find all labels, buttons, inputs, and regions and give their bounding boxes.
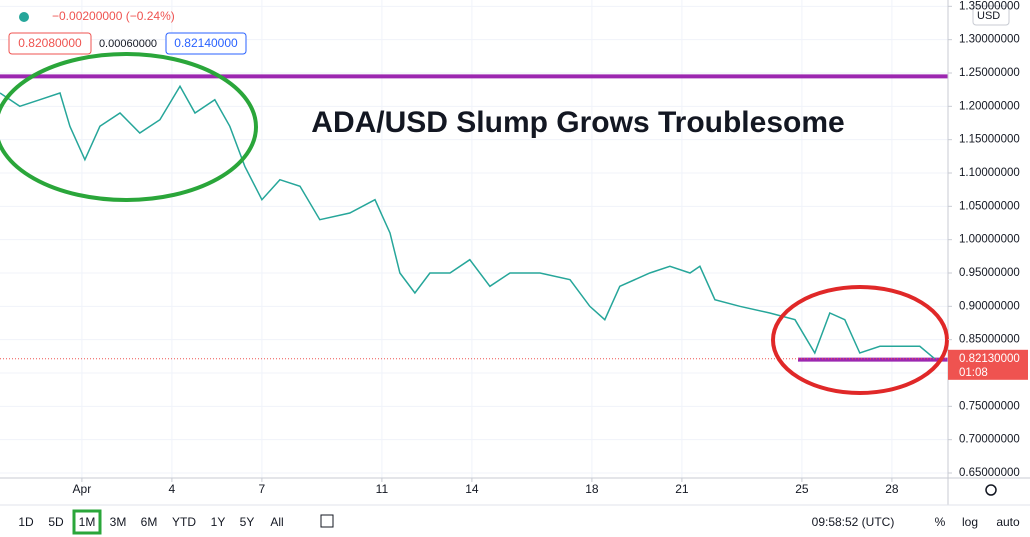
- scale-option[interactable]: %: [935, 515, 946, 529]
- chart-title: ADA/USD Slump Grows Troublesome: [311, 106, 844, 139]
- x-tick-label: Apr: [73, 482, 92, 496]
- range-button[interactable]: 5Y: [240, 515, 255, 529]
- y-tick-label: 0.95000000: [959, 267, 1020, 279]
- range-button[interactable]: 6M: [141, 515, 158, 529]
- currency-box[interactable]: [972, 5, 1010, 26]
- y-tick-label: 1.10000000: [959, 167, 1020, 179]
- range-button[interactable]: 5D: [48, 515, 64, 529]
- range-button[interactable]: 1Y: [211, 515, 226, 529]
- settings-icon[interactable]: [985, 484, 997, 496]
- date-range-icon[interactable]: [320, 514, 334, 528]
- x-tick-label: 28: [885, 482, 899, 496]
- y-tick-label: 1.35000000: [959, 0, 1020, 12]
- x-tick-label: 4: [169, 482, 176, 496]
- countdown: 01:08: [959, 367, 988, 379]
- range-button[interactable]: 1D: [18, 515, 34, 529]
- y-tick-label: 1.15000000: [959, 134, 1020, 146]
- y-tick-label: 0.85000000: [959, 334, 1020, 346]
- x-tick-label: 14: [465, 482, 479, 496]
- grid: [0, 0, 948, 478]
- time: 09:58:52 (UTC): [812, 515, 895, 529]
- y-tick-label: 0.65000000: [959, 467, 1020, 479]
- x-tick-label: 21: [675, 482, 689, 496]
- x-tick-label: 25: [795, 482, 809, 496]
- scale-option[interactable]: auto: [996, 515, 1020, 529]
- range-selected: [72, 509, 102, 535]
- range-button[interactable]: YTD: [172, 515, 196, 529]
- range-button[interactable]: 3M: [110, 515, 127, 529]
- price-change: −0.00200000 (−0.24%): [52, 9, 175, 23]
- highlight-ellipse: [0, 52, 258, 202]
- last-price-box: [948, 349, 1028, 380]
- price-line: [0, 84, 936, 360]
- bid: 0.82080000: [18, 36, 82, 50]
- bid-box[interactable]: [8, 32, 92, 55]
- range-button[interactable]: All: [270, 515, 283, 529]
- ask: 0.82140000: [174, 36, 238, 50]
- y-tick-label: 1.20000000: [959, 100, 1020, 112]
- toolbar: 1D 5D 1M 3M 6M YTD 1Y 5Y All 09:58:52 (UTC)% log au…: [18, 509, 1020, 535]
- y-tick-label: 1.30000000: [959, 34, 1020, 46]
- status-dot: [19, 12, 29, 22]
- scale-option[interactable]: log: [962, 515, 978, 529]
- x-tick-label: 11: [376, 482, 389, 496]
- highlight-ellipse: [771, 285, 949, 395]
- y-tick-label: 0.75000000: [959, 400, 1020, 412]
- plot: [0, 74, 948, 362]
- currency: USD: [977, 10, 1000, 22]
- x-tick-label: 18: [585, 482, 599, 496]
- y-tick-label: 0.90000000: [959, 300, 1020, 312]
- last-price-label: 0.82130000: [959, 353, 1020, 365]
- y-tick-label: 1.00000000: [959, 234, 1020, 246]
- x-tick-label: 7: [259, 482, 266, 496]
- ask-box[interactable]: [165, 32, 247, 55]
- y-tick-label: 1.05000000: [959, 200, 1020, 212]
- y-tick-label: 1.25000000: [959, 67, 1020, 79]
- range-button[interactable]: 1M: [79, 515, 96, 529]
- y-tick-label: 0.70000000: [959, 434, 1020, 446]
- spread: 0.00060000: [99, 38, 157, 50]
